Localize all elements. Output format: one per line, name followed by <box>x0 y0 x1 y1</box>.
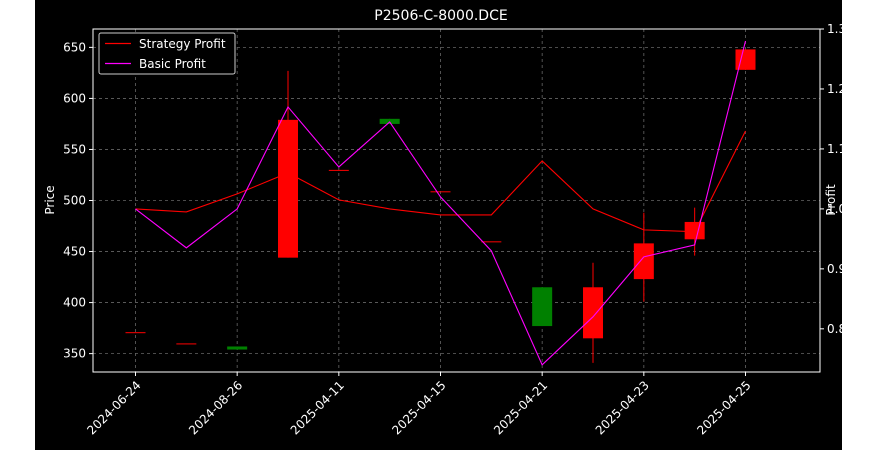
candle-body <box>125 332 146 334</box>
line-layer <box>135 40 747 366</box>
x-tick-label: 2025-04-23 <box>593 378 652 437</box>
candle-body <box>583 287 603 339</box>
y-right-tick-label: 0.9 <box>827 262 842 276</box>
y-left-tick-label: 600 <box>63 91 86 105</box>
y-left-tick-label: 400 <box>63 296 86 310</box>
y-axis-right-label: Profit <box>824 184 838 216</box>
chart-frame: P2506-C-8000.DCE 350 400 450 500 550 600 650 0.… <box>35 0 842 450</box>
candle-body <box>227 346 248 350</box>
chart-svg: P2506-C-8000.DCE 350 400 450 500 550 600 650 0.… <box>43 8 842 437</box>
candle-body <box>328 169 349 171</box>
y-left-tick-label: 500 <box>63 194 86 208</box>
x-tick-label: 2025-04-21 <box>491 378 550 437</box>
y-right-tick-label: 1.3 <box>827 22 842 36</box>
y-axis-left-label: Price <box>43 185 57 214</box>
x-tick-label: 2025-04-25 <box>694 378 753 437</box>
y-right-tick-label: 1.1 <box>827 142 842 156</box>
x-tick-label: 2024-06-24 <box>84 378 143 437</box>
candle-body <box>633 243 654 280</box>
basic-profit-line <box>135 40 747 366</box>
candle-body <box>278 119 298 258</box>
legend-box <box>98 32 236 75</box>
candle-body <box>176 343 197 345</box>
axis-layer: 350 400 450 500 550 600 650 0.8 0.9 1.0 1.1 1.2 1.3 2… <box>63 22 842 437</box>
candle-body <box>735 49 756 70</box>
candle-body <box>481 241 502 243</box>
legend-label-basic: Basic Profit <box>139 57 206 71</box>
x-tick-label: 2024-08-26 <box>186 378 245 437</box>
candle-layer <box>125 49 756 363</box>
x-tick-label: 2025-04-11 <box>288 378 347 437</box>
candle-body <box>532 287 553 327</box>
y-left-tick-label: 450 <box>63 245 86 259</box>
y-right-tick-label: 1.2 <box>827 82 842 96</box>
y-left-tick-label: 350 <box>63 347 86 361</box>
x-tick-label: 2025-04-15 <box>389 378 448 437</box>
y-left-tick-label: 550 <box>63 142 86 156</box>
legend-label-strategy: Strategy Profit <box>139 37 226 51</box>
y-right-tick-label: 0.8 <box>827 322 842 336</box>
legend: Strategy Profit Basic Profit <box>98 32 236 75</box>
y-right-tick-label: 1.0 <box>827 202 842 216</box>
strategy-profit-line <box>135 130 746 233</box>
chart-title: P2506-C-8000.DCE <box>374 8 507 24</box>
candle-body <box>430 191 451 193</box>
y-left-tick-label: 650 <box>63 40 86 54</box>
